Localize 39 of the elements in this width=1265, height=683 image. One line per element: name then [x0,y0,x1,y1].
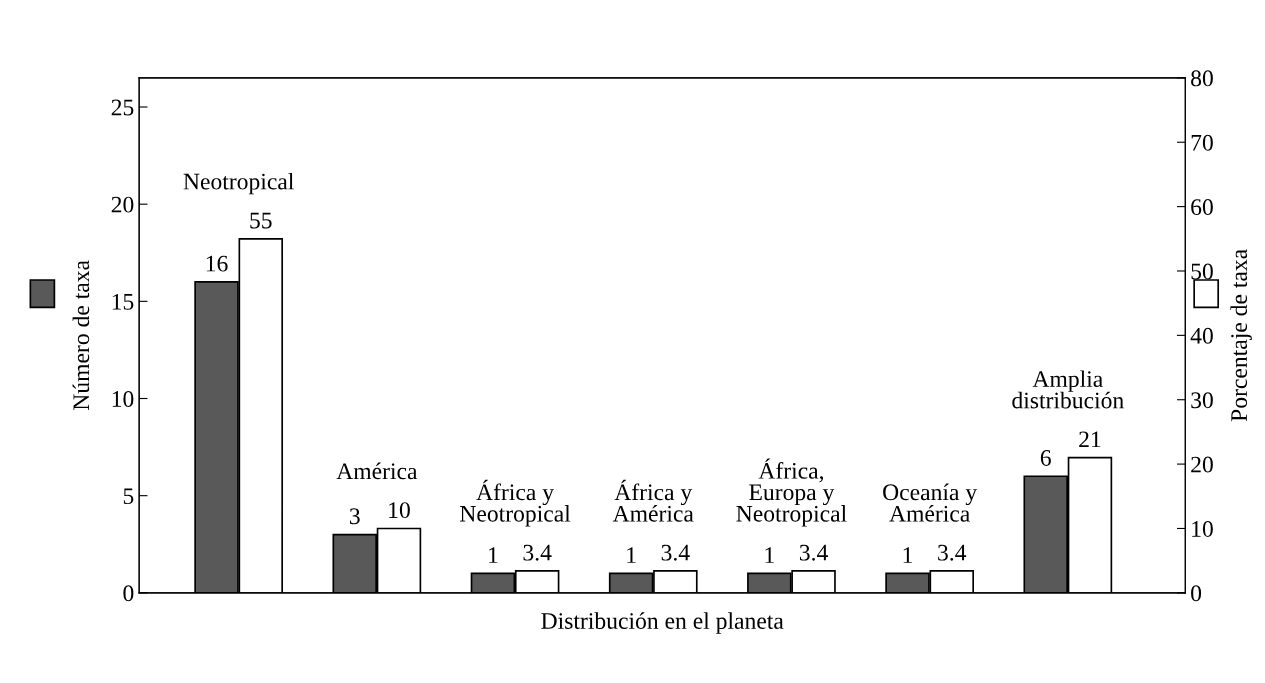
y-tick-label: 25 [111,99,134,116]
y-tick-label: 20 [111,196,134,213]
x-tick-label: África y Neotropical [460,479,571,527]
data-label: 1 [903,547,913,563]
y2-tick-label: 20 [1191,456,1213,473]
x-axis-title: Distribución en el planeta [541,612,784,634]
y-tick-label: 5 [123,488,134,505]
data-label: 6 [1040,450,1051,466]
data-label: 21 [1079,431,1101,448]
x-tick-label: África, Europa y Neotropical [736,458,847,527]
data-label: 1 [627,547,636,563]
y2-tick-label: 0 [1191,585,1202,602]
y2-tick-label: 40 [1190,327,1213,344]
y2-axis-title: Porcentaje de taxa [1230,249,1252,422]
data-label: 55 [250,212,272,229]
x-tick-label: Neotropical [183,172,294,195]
data-label: 1 [489,547,498,563]
data-label: 10 [389,502,410,519]
data-label: 3.4 [799,544,828,561]
y2-tick-label: 10 [1192,520,1213,537]
y-tick-label: 0 [123,585,134,602]
y-axis-title: Número de taxa [72,260,90,411]
y2-tick-label: 30 [1191,392,1213,409]
data-label: 1 [765,547,774,563]
y2-tick-label: 50 [1191,263,1213,280]
y2-tick-label: 80 [1191,70,1213,87]
y2-tick-label: 70 [1191,134,1213,151]
x-tick-label: Oceanía y América [883,483,978,522]
data-label: 3.4 [938,544,967,561]
y2-tick-label: 60 [1191,199,1213,216]
y-tick-label: 10 [112,391,134,407]
data-label: 16 [206,255,228,272]
data-label: 3.4 [661,544,690,561]
data-label: 3.4 [523,544,552,561]
x-tick-label: África y América [612,479,694,522]
x-tick-label: América [336,462,418,480]
x-tick-label: Amplia distribución [1012,370,1124,409]
data-label: 3 [349,508,360,525]
y-tick-label: 15 [112,293,134,310]
